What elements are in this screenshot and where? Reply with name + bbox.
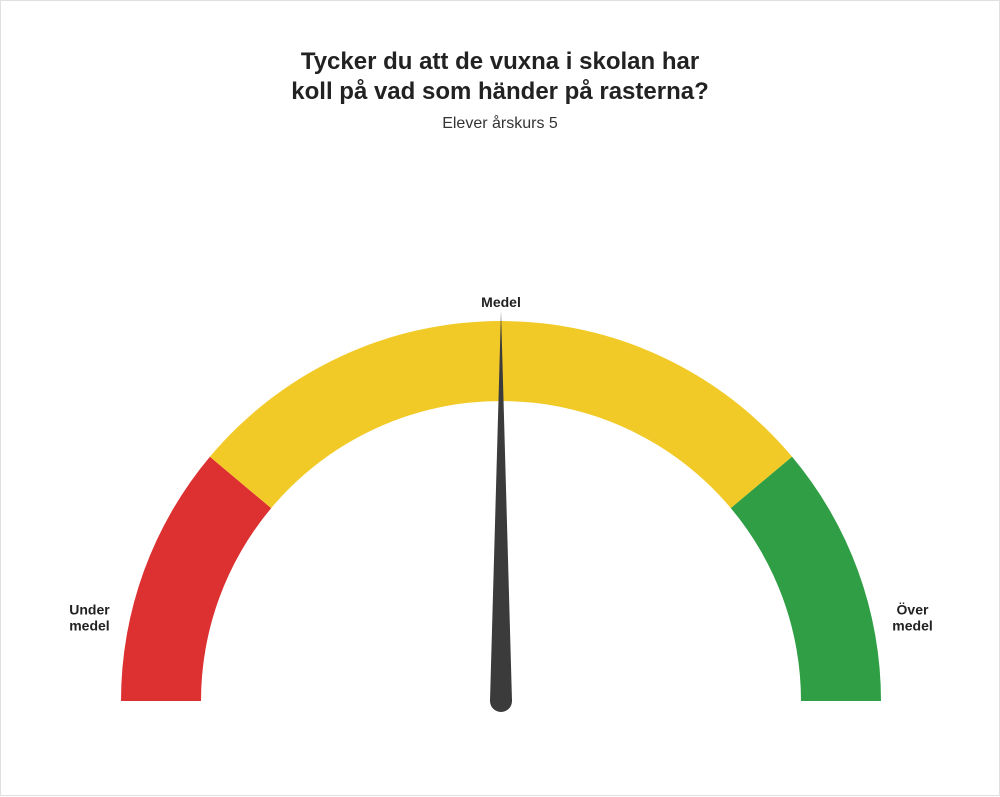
gauge-label-right-line1: Över bbox=[897, 601, 929, 617]
gauge-label-left-line1: Under bbox=[69, 601, 110, 617]
gauge-needle-hub bbox=[490, 690, 512, 712]
chart-frame: Tycker du att de vuxna i skolan har koll… bbox=[0, 0, 1000, 796]
gauge-segment-0 bbox=[121, 457, 271, 701]
gauge-label-top: Medel bbox=[481, 294, 521, 310]
gauge-chart: MedelUndermedelÖvermedel bbox=[1, 1, 999, 795]
gauge-segment-2 bbox=[731, 457, 881, 701]
gauge-label-left-line2: medel bbox=[69, 617, 109, 633]
gauge-label-right-line2: medel bbox=[892, 617, 932, 633]
